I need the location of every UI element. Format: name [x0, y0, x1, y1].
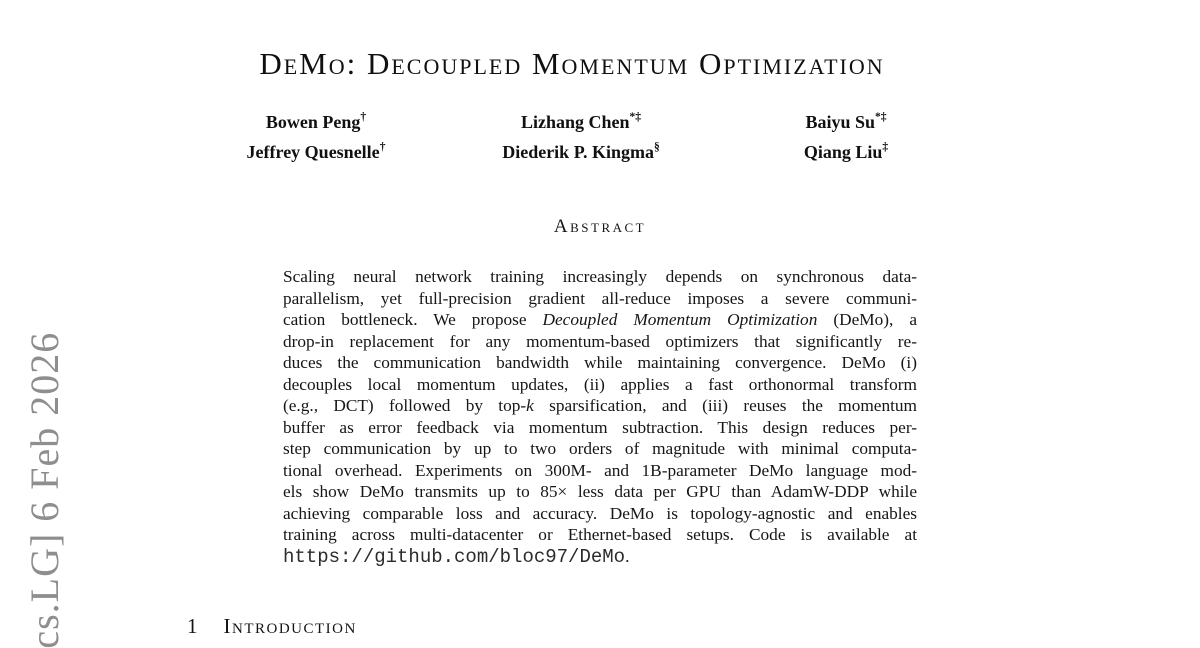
- author: Qiang Liu‡: [696, 133, 996, 163]
- abstract-line: training across multi-datacenter or Ethe…: [283, 524, 917, 546]
- abstract-line: parallelism, yet full-precision gradient…: [283, 288, 917, 310]
- author-affiliation-mark: *‡: [629, 111, 642, 123]
- author-affiliation-mark: †: [360, 111, 367, 123]
- abstract-text-segment: .: [625, 546, 630, 566]
- author-affiliation-mark: †: [379, 141, 386, 153]
- abstract-line: achieving comparable loss and accuracy. …: [283, 503, 917, 525]
- abstract-line: buffer as error feedback via momentum su…: [283, 417, 917, 439]
- author: Bowen Peng†: [166, 103, 466, 133]
- abstract-line: https://github.com/bloc97/DeMo.: [283, 546, 917, 568]
- author-affiliation-mark: *‡: [875, 111, 887, 123]
- abstract-line: step communication by up to two orders o…: [283, 438, 917, 460]
- abstract-text-segment: duces the communication bandwidth while …: [283, 353, 917, 372]
- author-name: Diederik P. Kingma: [502, 142, 655, 162]
- abstract-text-segment: k: [526, 396, 534, 415]
- section-title: Introduction: [223, 614, 357, 638]
- author-name: Qiang Liu: [803, 142, 883, 162]
- abstract-text-segment: step communication by up to two orders o…: [283, 439, 917, 458]
- abstract-text-segment: decouples local momentum updates, (ii) a…: [283, 374, 917, 394]
- abstract-text-segment: parallelism, yet full-precision gradient…: [283, 288, 917, 308]
- abstract-text-segment: (e.g., DCT) followed by top-: [283, 396, 527, 415]
- author-affiliation-mark: §: [654, 141, 660, 153]
- abstract-text-segment: cation bottleneck. We propose: [283, 310, 543, 329]
- abstract-text-segment: buffer as error feedback via momentum su…: [283, 417, 917, 437]
- author-affiliation-mark: ‡: [882, 141, 889, 153]
- arxiv-stamp: [cs.LG] 6 Feb 2026: [22, 331, 67, 648]
- code-url-link[interactable]: https://github.com/bloc97/DeMo: [283, 545, 626, 568]
- abstract-text-segment: (DeMo), a: [817, 310, 917, 329]
- abstract-line: els show DeMo transmits up to 85× less d…: [283, 481, 917, 503]
- author: Jeffrey Quesnelle†: [166, 133, 466, 163]
- paper-title: DeMo: Decoupled Momentum Optimization: [259, 46, 885, 81]
- section-number: 1: [187, 614, 198, 638]
- author: Diederik P. Kingma§: [431, 133, 731, 163]
- abstract-text-segment: tional overhead. Experiments on 300M- an…: [283, 460, 917, 480]
- abstract-line: drop-in replacement for any momentum-bas…: [283, 331, 917, 353]
- abstract-line: (e.g., DCT) followed by top-k sparsifica…: [283, 395, 917, 417]
- abstract-text-segment: els show DeMo transmits up to 85× less d…: [283, 482, 917, 501]
- abstract-line: duces the communication bandwidth while …: [283, 352, 917, 374]
- author-name: Lizhang Chen: [520, 112, 630, 132]
- author-name: Baiyu Su: [805, 112, 876, 132]
- author-column-3: Baiyu Su*‡ Qiang Liu‡: [696, 103, 996, 163]
- abstract-text-segment: drop-in replacement for any momentum-bas…: [283, 331, 917, 351]
- abstract-text-segment: Decoupled Momentum Optimization: [542, 310, 818, 329]
- abstract-heading: Abstract: [553, 216, 647, 237]
- abstract-text-segment: training across multi-datacenter or Ethe…: [283, 525, 917, 544]
- abstract-line: decouples local momentum updates, (ii) a…: [283, 374, 917, 396]
- author-column-1: Bowen Peng† Jeffrey Quesnelle†: [166, 103, 466, 163]
- abstract-line: cation bottleneck. We propose Decoupled …: [283, 309, 917, 331]
- author-name: Jeffrey Quesnelle: [246, 142, 380, 162]
- author-block: Bowen Peng† Jeffrey Quesnelle† Lizhang C…: [0, 103, 1200, 165]
- author: Baiyu Su*‡: [696, 103, 996, 133]
- author: Lizhang Chen*‡: [431, 103, 731, 133]
- abstract-text-segment: achieving comparable loss and accuracy. …: [283, 503, 917, 523]
- section-heading-introduction: 1 Introduction: [187, 614, 357, 639]
- abstract-line: Scaling neural network training increasi…: [283, 266, 917, 288]
- author-column-2: Lizhang Chen*‡ Diederik P. Kingma§: [431, 103, 731, 163]
- abstract-body: Scaling neural network training increasi…: [283, 266, 917, 567]
- abstract-line: tional overhead. Experiments on 300M- an…: [283, 460, 917, 482]
- abstract-text-segment: Scaling neural network training increasi…: [283, 267, 917, 286]
- abstract-text-segment: sparsification, and (iii) reuses the mom…: [533, 396, 917, 415]
- author-name: Bowen Peng: [265, 112, 361, 132]
